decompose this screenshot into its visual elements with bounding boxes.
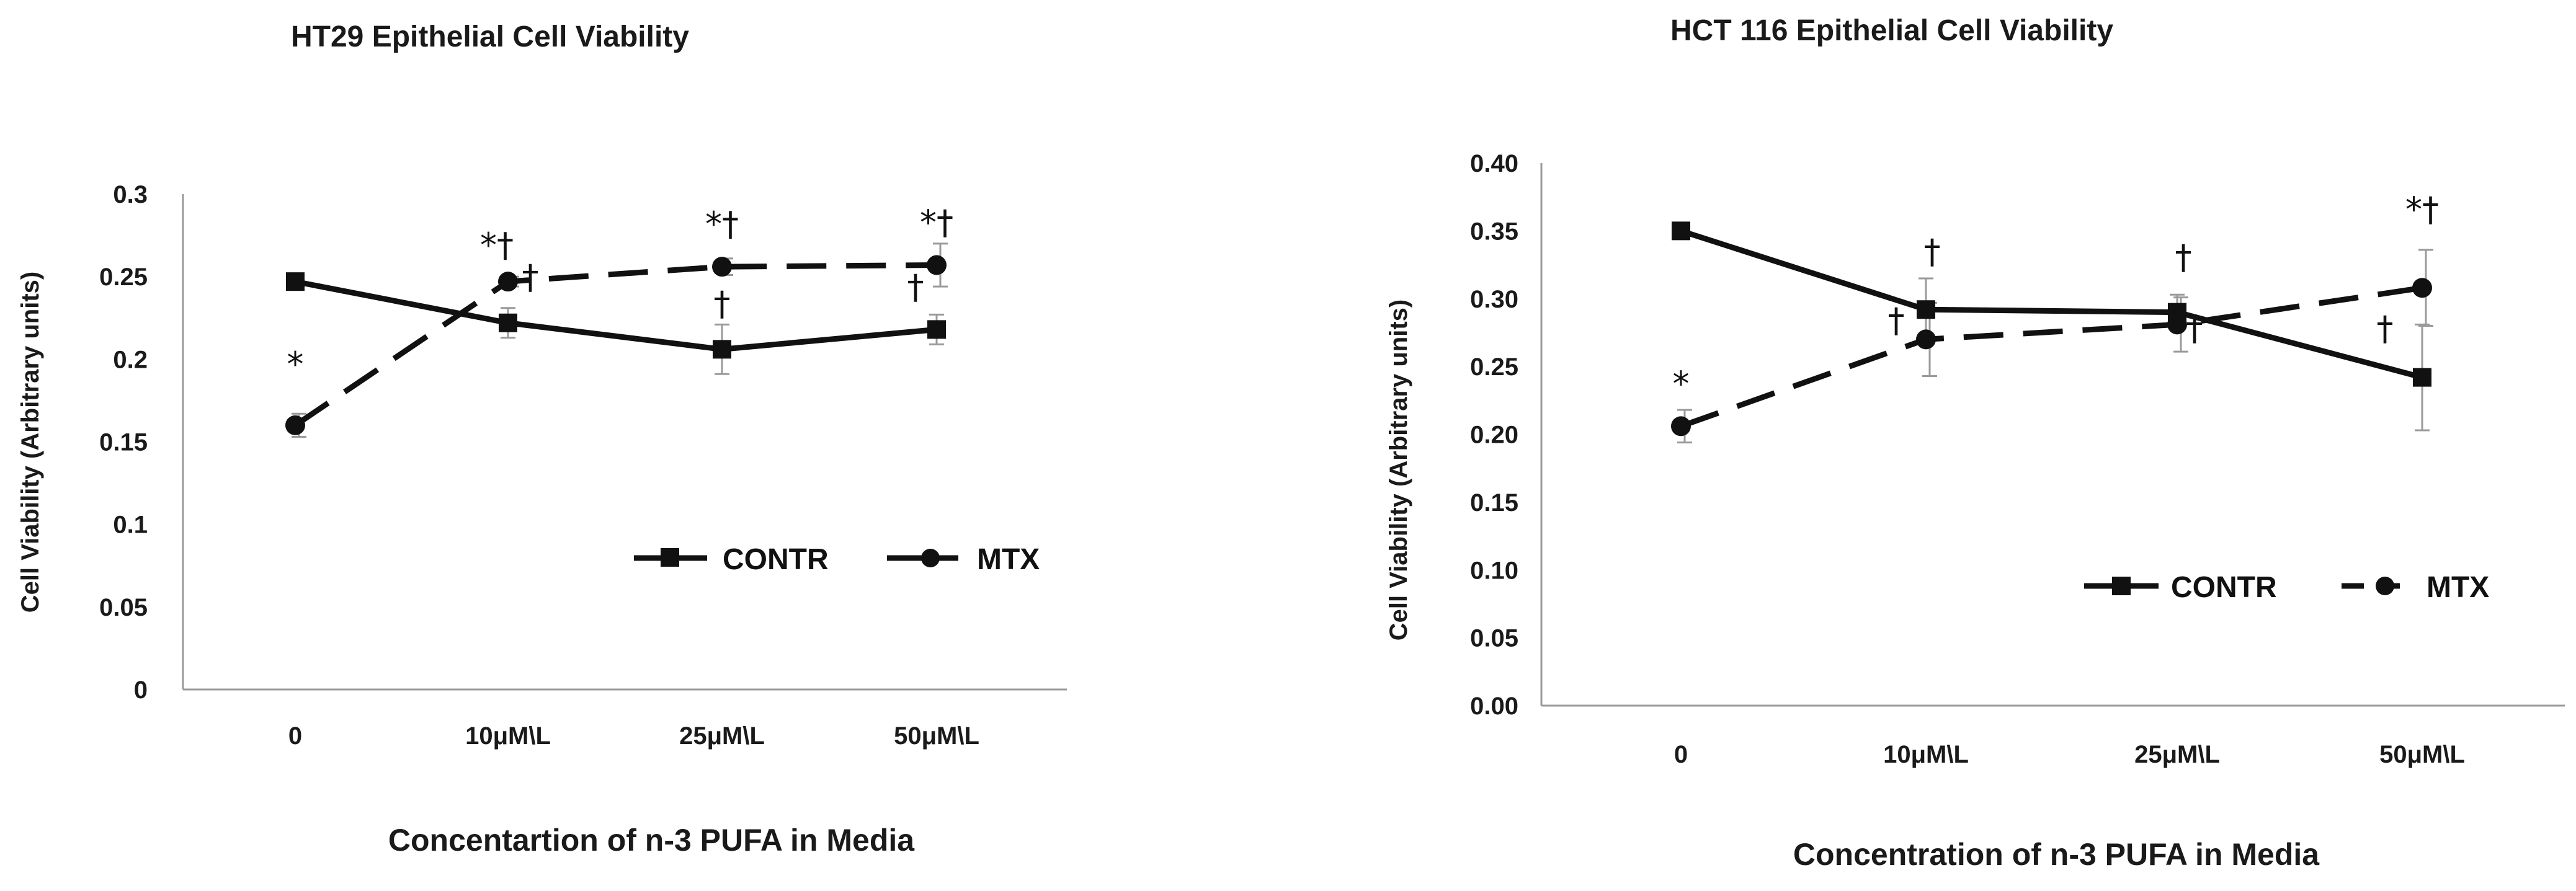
legend-marker-mtx-ht29 — [921, 549, 940, 567]
legend-marker-contr-hct116 — [2112, 577, 2131, 595]
y-axis-label-ht29: Cell Viability (Arbitrary units) — [17, 272, 44, 613]
x-axis-title-hct116: Concentration of n-3 PUFA in Media — [1793, 837, 2320, 872]
y-tick-label: 0 — [134, 676, 148, 704]
x-tick-label: 0 — [288, 722, 302, 750]
y-tick-label: 0.40 — [1470, 150, 1518, 177]
legend-label-mtx-ht29: MTX — [977, 543, 1040, 576]
significance-annotation-mtx: † — [2186, 309, 2203, 348]
chart-title-ht29: HT29 Epithelial Cell Viability — [291, 20, 689, 53]
error-bars-hct116 — [1674, 226, 2433, 444]
significance-annotation-mtx: * — [287, 345, 304, 384]
data-point-mtx — [712, 257, 732, 277]
x-tick-label: 10μM\L — [465, 722, 551, 750]
y-tick-label: 0.00 — [1470, 693, 1518, 720]
legend-marker-mtx-hct116 — [2376, 577, 2394, 595]
significance-annotation-mtx: *† — [920, 203, 953, 242]
y-tick-label: 0.15 — [1470, 489, 1518, 516]
y-tick-label: 0.15 — [99, 429, 148, 456]
data-point-mtx — [2167, 314, 2187, 335]
x-tick-label: 0 — [1674, 741, 1688, 768]
legend-hct116: CONTR MTX — [2084, 571, 2489, 604]
data-point-contr — [2413, 368, 2431, 387]
data-markers-hct116 — [1671, 221, 2432, 437]
chart-panel-hct116: HCT 116 Epithelial Cell Viability Cell V… — [1385, 14, 2565, 872]
series-line-contr-ht29 — [295, 278, 937, 352]
data-point-mtx — [1671, 416, 1691, 437]
significance-annotation-mtx: *† — [2405, 190, 2439, 229]
x-tick-labels-ht29: 0 10μM\L 25μM\L 50μM\L — [288, 722, 979, 750]
significance-annotation-mtx: * — [1673, 364, 1690, 403]
chart-title-hct116: HCT 116 Epithelial Cell Viability — [1670, 14, 2113, 47]
significance-annotations-hct116: † ††*† †*† — [1673, 190, 2440, 403]
significance-annotation-contr: † — [2175, 238, 2192, 277]
significance-annotation-contr: † — [714, 284, 731, 323]
series-line-mtx-ht29 — [293, 262, 937, 428]
x-tick-label: 50μM\L — [2379, 741, 2465, 768]
significance-annotation-mtx: † — [1888, 301, 1905, 340]
significance-annotation-contr: † — [522, 258, 539, 297]
y-tick-label: 0.20 — [1470, 422, 1518, 449]
y-tick-label: 0.25 — [99, 264, 148, 291]
y-tick-label: 0.2 — [113, 346, 148, 373]
y-axis-label-hct116: Cell Viability (Arbitrary units) — [1385, 299, 1412, 641]
data-point-contr — [927, 320, 946, 339]
data-point-contr — [1672, 221, 1690, 241]
y-tick-label: 0.05 — [99, 594, 148, 621]
legend-marker-contr-ht29 — [661, 548, 679, 567]
y-tick-labels-hct116: 0.00 0.05 0.10 0.15 0.20 0.25 0.30 0.35 0.40 — [1470, 150, 1518, 720]
y-tick-label: 0.3 — [113, 181, 148, 208]
legend-ht29: CONTR MTX — [634, 543, 1040, 576]
y-tick-label: 0.35 — [1470, 218, 1518, 245]
series-line-contr-hct116 — [1680, 228, 2423, 380]
legend-label-mtx-hct116: MTX — [2427, 571, 2489, 604]
significance-annotation-mtx: *† — [480, 226, 514, 265]
data-point-contr — [286, 272, 305, 291]
data-point-mtx — [2412, 278, 2432, 298]
y-tick-label: 0.30 — [1470, 286, 1518, 313]
significance-annotation-contr: † — [2377, 309, 2394, 348]
x-tick-label: 50μM\L — [894, 722, 979, 750]
legend-label-contr-ht29: CONTR — [723, 543, 829, 576]
data-point-mtx — [285, 415, 305, 435]
y-tick-label: 0.1 — [113, 512, 148, 539]
x-tick-labels-hct116: 0 10μM\L 25μM\L 50μM\L — [1674, 741, 2465, 768]
data-point-mtx — [927, 255, 947, 275]
chart-panel-ht29: HT29 Epithelial Cell Viability Cell Viab… — [17, 20, 1067, 858]
data-point-contr — [499, 313, 517, 332]
significance-annotation-contr: † — [1924, 232, 1941, 271]
x-axis-title-ht29: Concentartion of n-3 PUFA in Media — [388, 823, 915, 858]
y-tick-labels-ht29: 0 0.05 0.1 0.15 0.2 0.25 0.3 — [99, 181, 148, 704]
data-point-contr — [1917, 300, 1935, 319]
data-point-contr — [713, 340, 731, 359]
y-tick-label: 0.10 — [1470, 557, 1518, 584]
x-tick-label: 25μM\L — [679, 722, 765, 750]
y-tick-label: 0.25 — [1470, 353, 1518, 381]
series-line-mtx-hct116 — [1680, 285, 2423, 429]
x-tick-label: 10μM\L — [1883, 741, 1969, 768]
significance-annotations-ht29: † † † * *† *† *† — [287, 203, 954, 384]
significance-annotation-mtx: *† — [705, 205, 739, 244]
data-markers-ht29 — [285, 255, 947, 435]
data-point-mtx — [1916, 329, 1936, 350]
y-tick-label: 0.05 — [1470, 625, 1518, 652]
significance-annotation-contr: † — [907, 267, 924, 306]
legend-label-contr-hct116: CONTR — [2171, 571, 2277, 604]
data-point-mtx — [498, 272, 518, 292]
x-tick-label: 25μM\L — [2134, 741, 2220, 768]
